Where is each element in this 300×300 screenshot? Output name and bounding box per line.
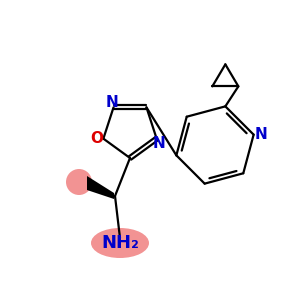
- Text: N: N: [152, 136, 165, 151]
- Circle shape: [66, 169, 92, 195]
- Text: N: N: [254, 127, 267, 142]
- Polygon shape: [87, 176, 114, 199]
- Text: N: N: [105, 95, 118, 110]
- Text: O: O: [90, 131, 103, 146]
- Ellipse shape: [91, 228, 149, 258]
- Text: NH₂: NH₂: [101, 234, 139, 252]
